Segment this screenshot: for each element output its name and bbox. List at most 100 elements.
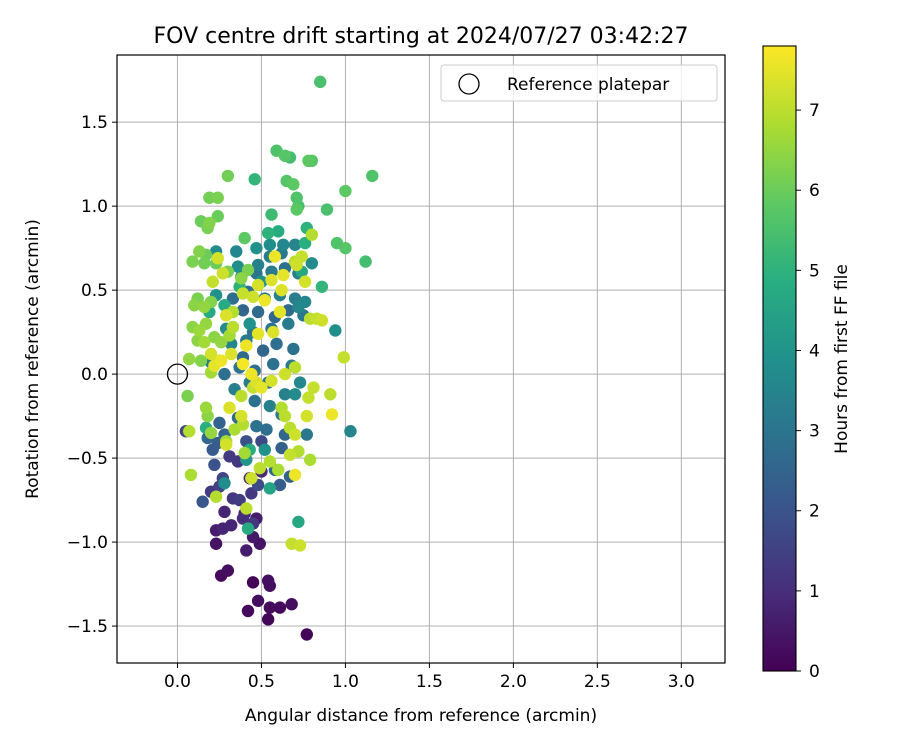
- colorbar-label: Hours from first FF file: [832, 264, 852, 454]
- colorbar-tick-label: 2: [809, 502, 820, 522]
- scatter-point: [288, 238, 302, 251]
- scatter-point: [236, 287, 250, 300]
- scatter-point: [263, 238, 277, 251]
- legend-label-reference-platepar: Reference platepar: [507, 75, 669, 95]
- scatter-point: [246, 576, 260, 589]
- scatter-point: [290, 203, 303, 216]
- scatter-point: [230, 245, 243, 258]
- scatter-point: [320, 203, 334, 216]
- scatter-point: [359, 255, 372, 268]
- scatter-point: [329, 324, 342, 337]
- legend-box: [440, 64, 718, 102]
- scatter-point: [265, 374, 278, 388]
- y-tick-label: −1.0: [67, 533, 108, 553]
- scatter-point: [325, 408, 339, 421]
- y-axis-label: Rotation from reference (arcmin): [23, 219, 43, 499]
- scatter-point: [236, 357, 250, 371]
- scatter-point: [213, 416, 226, 430]
- scatter-point: [241, 604, 255, 618]
- scatter-point: [292, 515, 305, 529]
- scatter-point: [255, 381, 268, 394]
- scatter-point: [290, 258, 303, 272]
- scatter-point: [196, 495, 209, 508]
- scatter-point: [236, 304, 250, 317]
- scatter-point: [290, 191, 303, 204]
- scatter-point: [298, 236, 312, 250]
- scatter-point: [235, 409, 248, 423]
- scatter-point: [211, 191, 224, 204]
- scatter-point: [261, 226, 275, 240]
- scatter-point: [218, 505, 231, 519]
- scatter-point: [238, 231, 251, 245]
- scatter-point: [302, 391, 315, 404]
- scatter-point: [258, 294, 272, 307]
- scatter-point: [250, 419, 263, 433]
- scatter-point: [251, 594, 265, 608]
- scatter-point: [240, 339, 253, 352]
- scatter-point: [248, 173, 261, 186]
- scatter-point: [235, 389, 248, 403]
- scatter-point: [298, 275, 312, 288]
- scatter-point: [216, 267, 230, 280]
- y-tick-label: −0.5: [67, 449, 108, 469]
- scatter-point: [183, 425, 196, 438]
- scatter-point: [273, 305, 287, 319]
- scatter-point: [293, 376, 307, 389]
- colorbar-frame: [762, 45, 797, 672]
- scatter-point: [203, 216, 216, 230]
- scatter-point: [292, 300, 305, 314]
- scatter-point: [339, 241, 352, 255]
- scatter-point: [283, 448, 297, 461]
- scatter-point: [344, 425, 357, 438]
- colorbar-ticks: 0 1 2 3 4 5 6 7: [796, 101, 820, 682]
- x-axis-label: Angular distance from reference (arcmin): [245, 706, 597, 726]
- x-tick-label: 0.0: [164, 672, 191, 692]
- scatter-point: [263, 482, 277, 495]
- scatter-point: [245, 487, 258, 500]
- scatter-point: [282, 317, 295, 330]
- scatter-point: [337, 351, 350, 364]
- x-tick-label: 0.5: [248, 672, 275, 692]
- scatter-point: [278, 388, 292, 401]
- scatter-point: [241, 522, 255, 535]
- scatter-point: [199, 401, 213, 414]
- scatter-point: [198, 336, 211, 349]
- scatter-point: [263, 399, 277, 413]
- scatter-point: [278, 149, 292, 162]
- scatter-point: [307, 381, 320, 394]
- scatter-point: [251, 305, 265, 319]
- scatter-point: [272, 463, 285, 477]
- scatter-point: [238, 446, 251, 460]
- scatter-point: [277, 268, 290, 282]
- colorbar-tick-label: 5: [809, 261, 820, 281]
- colorbar: 0 1 2 3 4 5 6 7 Hours from first FF file: [762, 45, 852, 682]
- scatter-point: [193, 324, 206, 337]
- scatter-point: [288, 468, 302, 482]
- scatter-point: [366, 169, 379, 183]
- colorbar-tick-label: 6: [809, 181, 820, 201]
- reference-platepar-marker: [166, 363, 189, 385]
- scatter-point: [314, 75, 327, 89]
- scatter-point: [260, 423, 273, 436]
- scatter-point: [243, 317, 256, 330]
- scatter-point: [198, 300, 211, 314]
- y-tick-label: −1.5: [67, 617, 108, 637]
- scatter-point: [251, 258, 265, 272]
- scatter-point: [315, 314, 329, 327]
- plot-frame: [116, 54, 726, 664]
- scatter-point: [324, 388, 337, 401]
- scatter-point: [268, 250, 282, 263]
- scatter-point: [287, 178, 300, 191]
- scatter-point: [265, 208, 278, 221]
- scatter-point: [223, 401, 236, 414]
- scatter-point: [263, 455, 277, 468]
- scatter-point: [250, 241, 263, 255]
- scatter-point: [266, 357, 280, 371]
- scatter-point: [214, 354, 228, 367]
- x-tick-label: 2.0: [500, 672, 527, 692]
- scatter-point: [235, 272, 248, 285]
- colorbar-gradient: [763, 46, 796, 671]
- scatter-point: [278, 367, 292, 381]
- scatter-point: [208, 458, 221, 472]
- scatter-point: [251, 327, 265, 341]
